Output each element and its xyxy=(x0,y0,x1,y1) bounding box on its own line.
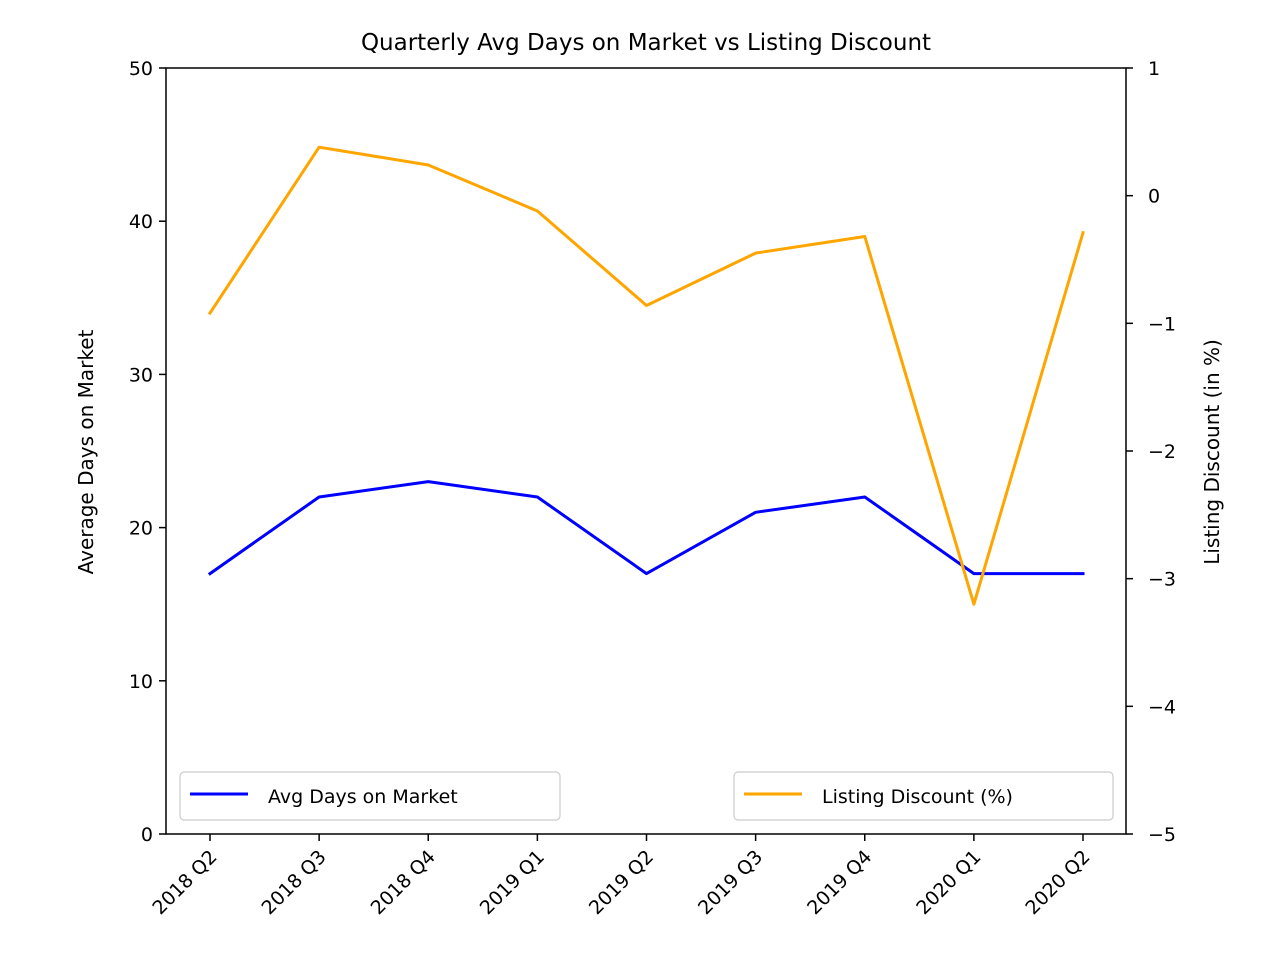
right-y-tick-label: −2 xyxy=(1148,441,1176,463)
legend-right-label: Listing Discount (%) xyxy=(822,786,1013,808)
left-y-axis-label: Average Days on Market xyxy=(74,329,98,574)
left-y-tick-label: 40 xyxy=(129,211,153,233)
legend-left-box xyxy=(179,771,561,821)
right-y-tick-label: −1 xyxy=(1148,313,1176,335)
right-y-tick-label: 0 xyxy=(1148,186,1160,208)
legend-right: Listing Discount (%) xyxy=(733,771,1114,821)
legend-right-box xyxy=(733,771,1114,821)
series-line-avg-days-on-market xyxy=(207,480,1085,576)
legend-left-label: Avg Days on Market xyxy=(268,786,458,808)
left-y-tick-label: 0 xyxy=(141,824,153,846)
right-y-tick-label: 1 xyxy=(1148,58,1160,80)
legend-left: Avg Days on Market xyxy=(179,771,561,821)
series-lines xyxy=(207,145,1085,606)
right-y-tick-label: −4 xyxy=(1148,696,1176,718)
left-y-tick-label: 20 xyxy=(129,518,153,540)
right-y-tick-label: −3 xyxy=(1148,569,1176,591)
plot-frame xyxy=(165,67,1127,835)
series-line-listing-discount xyxy=(207,145,1085,606)
left-y-tick-label: 30 xyxy=(129,364,153,386)
right-y-axis-label: Listing Discount (in %) xyxy=(1200,339,1224,565)
left-y-tick-label: 50 xyxy=(129,58,153,80)
left-y-tick-label: 10 xyxy=(129,671,153,693)
chart-title: Quarterly Avg Days on Market vs Listing … xyxy=(361,30,931,56)
right-y-tick-label: −5 xyxy=(1148,824,1176,846)
